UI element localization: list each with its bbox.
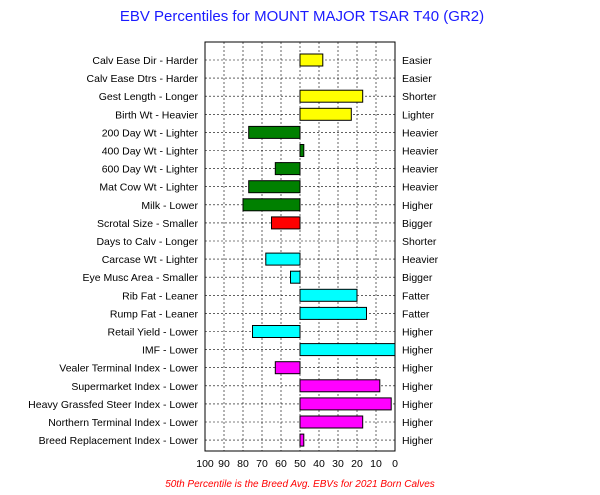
x-tick-label: 60: [275, 458, 287, 470]
bar: [290, 270, 301, 284]
direction-label: Heavier: [402, 127, 439, 139]
bar: [299, 343, 396, 357]
x-tick-label: 20: [351, 458, 363, 470]
x-tick-label: 40: [313, 458, 325, 470]
bar: [274, 162, 301, 176]
category-label: Scrotal Size - Smaller: [97, 218, 198, 230]
direction-label: Fatter: [402, 308, 430, 320]
direction-label: Bigger: [402, 218, 433, 230]
bar: [299, 89, 364, 103]
category-label: 200 Day Wt - Lighter: [102, 127, 199, 139]
direction-label: Higher: [402, 399, 433, 411]
category-label: Rib Fat - Leaner: [122, 290, 198, 302]
category-label: Birth Wt - Heavier: [115, 109, 198, 121]
direction-label: Easier: [402, 55, 432, 67]
direction-label: Lighter: [402, 109, 435, 121]
bar: [248, 125, 301, 139]
chart-title: EBV Percentiles for MOUNT MAJOR TSAR T40…: [120, 8, 484, 25]
bar: [242, 198, 301, 212]
category-label: Rump Fat - Leaner: [110, 308, 199, 320]
bar: [299, 379, 381, 393]
category-label: Vealer Terminal Index - Lower: [59, 363, 198, 375]
category-label: Breed Replacement Index - Lower: [39, 435, 199, 447]
x-tick-label: 80: [237, 458, 249, 470]
bar: [271, 216, 301, 230]
x-tick-label: 90: [218, 458, 230, 470]
category-labels: Calv Ease Dir - Harder Calv Ease Dtrs - H…: [28, 55, 198, 447]
direction-label: Shorter: [402, 91, 437, 103]
category-label: Milk - Lower: [141, 200, 198, 212]
direction-label: Higher: [402, 327, 433, 339]
category-label: Calv Ease Dir - Harder: [92, 55, 198, 67]
x-axis-tick-labels: 100 90 80 70 60 50 40 30 20 10 0: [196, 458, 398, 470]
bar: [299, 433, 305, 447]
category-label: Northern Terminal Index - Lower: [48, 417, 198, 429]
bar: [299, 306, 367, 320]
bar: [252, 325, 301, 338]
direction-label: Heavier: [402, 146, 439, 158]
category-label: 600 Day Wt - Lighter: [102, 164, 199, 176]
direction-label: Fatter: [402, 290, 430, 302]
bar: [299, 107, 352, 121]
category-label: Eye Musc Area - Smaller: [82, 272, 198, 284]
category-label: Retail Yield - Lower: [108, 327, 199, 339]
direction-label: Higher: [402, 417, 433, 429]
bars: [242, 53, 396, 447]
category-label: Days to Calv - Longer: [96, 236, 198, 248]
bar: [265, 252, 301, 266]
direction-label: Higher: [402, 381, 433, 393]
bar: [299, 397, 392, 411]
plot-frame: [204, 41, 396, 452]
bar: [248, 180, 301, 194]
bar: [299, 415, 364, 429]
category-label: Calv Ease Dtrs - Harder: [87, 73, 199, 85]
category-label: Heavy Grassfed Steer Index - Lower: [28, 399, 198, 411]
category-label: Supermarket Index - Lower: [71, 381, 198, 393]
x-tick-label: 100: [196, 458, 214, 470]
category-label: Gest Length - Longer: [99, 91, 199, 103]
category-label: 400 Day Wt - Lighter: [102, 146, 199, 158]
direction-label: Heavier: [402, 164, 439, 176]
bar: [299, 53, 324, 67]
direction-label: Easier: [402, 73, 432, 85]
category-label: Carcase Wt - Lighter: [102, 254, 199, 266]
category-label: Mat Cow Wt - Lighter: [99, 182, 198, 194]
direction-label: Shorter: [402, 236, 437, 248]
bar: [299, 144, 305, 157]
x-tick-label: 30: [332, 458, 344, 470]
x-tick-label: 0: [392, 458, 398, 470]
x-tick-label: 10: [370, 458, 382, 470]
right-labels: Easier Easier Shorter Lighter Heavier Heavier…: [402, 55, 439, 447]
direction-label: Higher: [402, 363, 433, 375]
bar: [299, 288, 358, 302]
footnote: 50th Percentile is the Breed Avg. EBVs f…: [165, 479, 435, 490]
bar: [274, 361, 301, 375]
direction-label: Heavier: [402, 254, 439, 266]
direction-label: Higher: [402, 345, 433, 357]
category-label: IMF - Lower: [142, 345, 199, 357]
direction-label: Bigger: [402, 272, 433, 284]
direction-label: Higher: [402, 200, 433, 212]
x-tick-label: 50: [294, 458, 306, 470]
direction-label: Higher: [402, 435, 433, 447]
x-tick-label: 70: [256, 458, 268, 470]
direction-label: Heavier: [402, 182, 439, 194]
